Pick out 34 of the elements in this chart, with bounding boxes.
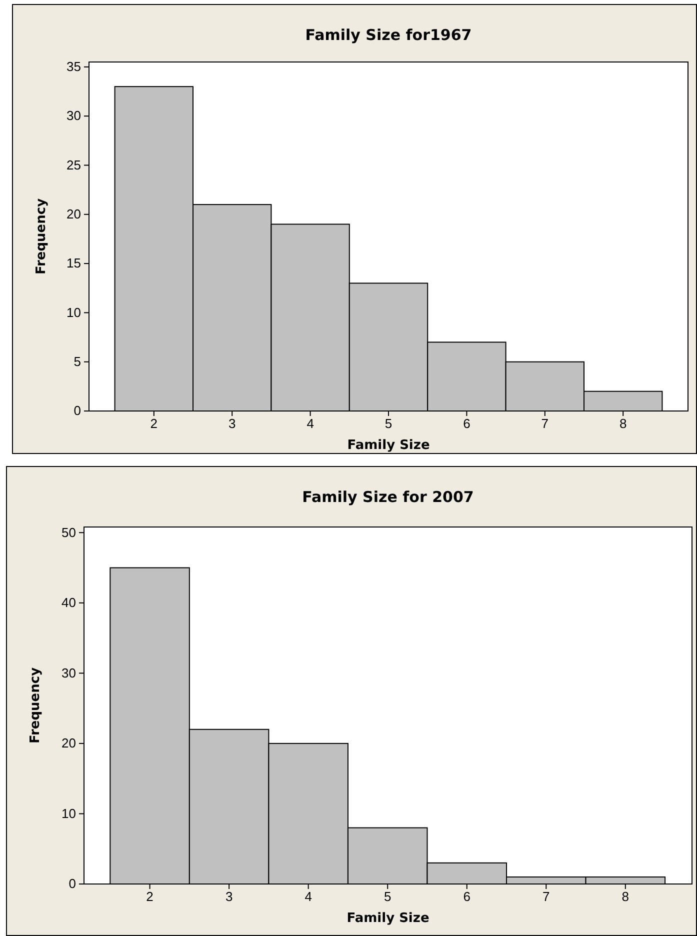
x-tick-label: 3 xyxy=(225,889,233,904)
y-axis-title: Frequency xyxy=(28,666,43,744)
chart-title: Family Size for1967 xyxy=(305,26,472,44)
x-tick-label: 7 xyxy=(542,889,550,904)
y-tick-label: 0 xyxy=(74,403,81,418)
y-tick-label: 20 xyxy=(66,206,81,222)
x-tick-label: 2 xyxy=(146,889,154,904)
y-axis-title: Frequency xyxy=(34,198,49,275)
y-tick-label: 30 xyxy=(62,665,76,680)
y-tick-label: 35 xyxy=(66,59,81,74)
x-tick-label: 6 xyxy=(463,889,470,904)
y-tick-label: 0 xyxy=(68,876,76,892)
x-tick-label: 7 xyxy=(541,416,549,432)
y-tick-label: 30 xyxy=(66,108,81,124)
x-tick-label: 5 xyxy=(384,416,392,432)
x-tick-label: 4 xyxy=(306,416,314,432)
y-tick-label: 5 xyxy=(74,354,81,370)
x-tick-label: 8 xyxy=(619,416,627,432)
x-tick-label: 8 xyxy=(622,889,630,904)
chart-title: Family Size for 2007 xyxy=(302,488,474,506)
x-tick-label: 2 xyxy=(150,416,158,432)
x-tick-label: 4 xyxy=(304,889,312,904)
x-axis-title: Family Size xyxy=(347,438,430,453)
y-tick-label: 50 xyxy=(62,524,76,540)
x-axis-title: Family Size xyxy=(346,911,430,926)
y-tick-label: 10 xyxy=(62,806,76,821)
y-tick-label: 20 xyxy=(62,736,76,751)
x-tick-label: 3 xyxy=(228,416,236,432)
y-tick-label: 10 xyxy=(66,304,81,320)
y-tick-label: 25 xyxy=(66,157,81,172)
x-tick-label: 6 xyxy=(463,416,470,432)
y-tick-label: 40 xyxy=(62,595,76,610)
y-tick-label: 15 xyxy=(66,256,81,271)
x-tick-label: 5 xyxy=(384,889,392,904)
